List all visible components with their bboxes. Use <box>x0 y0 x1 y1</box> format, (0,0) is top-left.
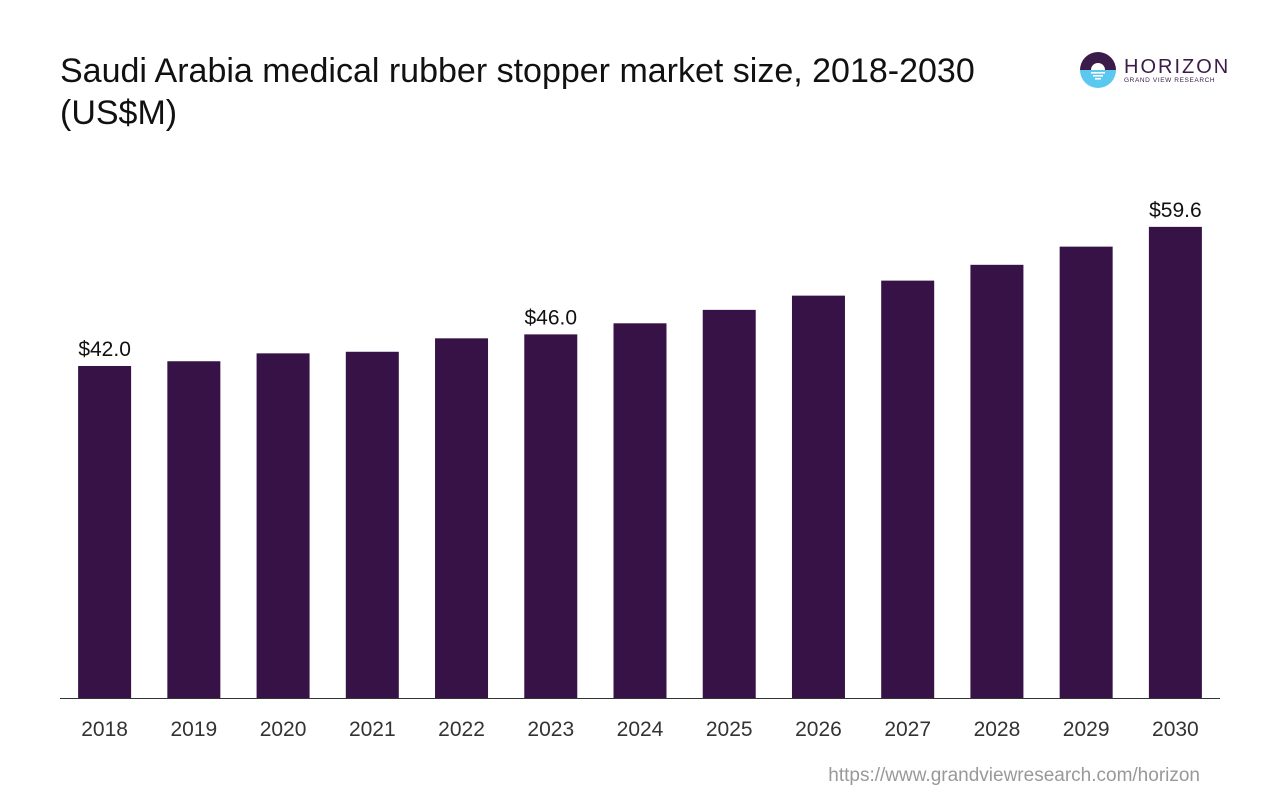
bar-2018 <box>78 365 132 698</box>
chart-title: Saudi Arabia medical rubber stopper mark… <box>60 52 975 132</box>
x-tick-label: 2020 <box>260 718 307 741</box>
bar-2028 <box>970 264 1024 698</box>
x-tick-label: 2026 <box>795 718 842 741</box>
x-tick-label: 2023 <box>527 718 574 741</box>
source-link[interactable]: https://www.grandviewresearch.com/horizo… <box>828 765 1200 786</box>
x-tick-label: 2019 <box>170 718 217 741</box>
x-tick-label: 2025 <box>706 718 753 741</box>
x-tick-label: 2028 <box>974 718 1021 741</box>
bar-2027 <box>881 280 935 698</box>
bar-2023 <box>524 334 578 698</box>
x-tick-label: 2024 <box>617 718 664 741</box>
bar-2030 <box>1148 226 1202 699</box>
data-label: $46.0 <box>524 306 577 329</box>
bar-2024 <box>613 323 667 698</box>
x-tick-label: 2027 <box>884 718 931 741</box>
x-tick-label: 2022 <box>438 718 485 741</box>
x-tick-label: 2018 <box>81 718 128 741</box>
bar-2019 <box>167 361 221 698</box>
logo-main-text: HORIZON <box>1124 55 1231 78</box>
logo-sub-text: GRAND VIEW RESEARCH <box>1124 76 1216 84</box>
data-label: $59.6 <box>1149 199 1202 222</box>
x-tick-label: 2030 <box>1152 718 1199 741</box>
bar-2021 <box>345 351 399 698</box>
bar-2022 <box>435 338 489 698</box>
x-tick-label: 2021 <box>349 718 396 741</box>
horizon-logo: HORIZON GRAND VIEW RESEARCH <box>1080 52 1230 88</box>
bar-2029 <box>1059 246 1113 698</box>
bar-2020 <box>256 353 310 698</box>
bar-2026 <box>791 295 845 698</box>
data-label: $42.0 <box>78 338 131 361</box>
horizon-logo-icon <box>1080 52 1116 88</box>
bar-2025 <box>702 309 756 698</box>
x-tick-label: 2029 <box>1063 718 1110 741</box>
